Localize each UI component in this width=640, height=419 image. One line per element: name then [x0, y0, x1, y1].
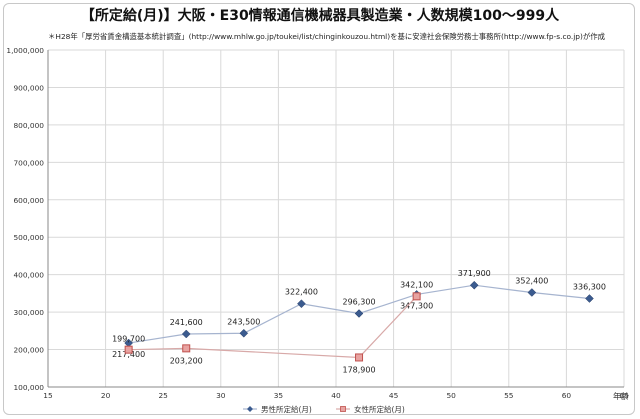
y-tick-label: 900,000 — [13, 83, 44, 92]
female-data-label: 178,900 — [342, 365, 375, 374]
male-point — [527, 288, 537, 297]
female-point — [182, 344, 191, 353]
female-point — [355, 353, 364, 362]
male-point — [181, 329, 191, 339]
x-tick-label: 30 — [216, 391, 226, 400]
y-tick-label: 200,000 — [13, 346, 44, 355]
x-tick-label: 15 — [43, 391, 53, 400]
source-note: ＊H28年「厚労省賃金構造基本統計調査」(http://www.mhlw.go.… — [48, 32, 606, 41]
male-data-label: 322,400 — [285, 288, 318, 297]
x-tick-label: 50 — [446, 391, 456, 400]
x-tick-label: 40 — [331, 391, 341, 400]
y-tick-label: 300,000 — [13, 308, 44, 317]
male-point — [354, 309, 364, 318]
male-data-label: 217,400 — [112, 350, 145, 359]
female-data-label: 342,100 — [400, 280, 433, 289]
male-point — [297, 299, 306, 309]
female-point — [412, 292, 421, 301]
female-data-label: 203,200 — [170, 356, 203, 365]
y-tick-label: 700,000 — [13, 158, 44, 167]
legend-label-male: 男性所定給(月) — [261, 404, 312, 414]
y-tick-label: 400,000 — [13, 271, 44, 280]
male-point — [469, 280, 479, 290]
x-tick-label: 65 — [619, 391, 629, 400]
x-tick-label: 25 — [158, 391, 168, 400]
male-data-label: 347,300 — [400, 301, 433, 310]
female-data-label: 199,700 — [112, 335, 145, 344]
y-tick-label: 500,000 — [13, 233, 44, 242]
series-line-female — [128, 295, 418, 359]
x-tick-label: 60 — [562, 391, 572, 400]
chart-title: 【所定給(月)】大阪・E30情報通信機械器具製造業・人数規模100〜999人 — [80, 8, 560, 24]
male-data-label: 371,900 — [458, 269, 491, 278]
x-axis-label: 年齢 — [613, 391, 629, 401]
male-data-label: 296,300 — [342, 297, 375, 306]
x-tick-label: 35 — [274, 391, 284, 400]
x-tick-label: 20 — [101, 391, 111, 400]
male-data-label: 241,600 — [170, 318, 203, 327]
male-data-label: 336,300 — [573, 283, 606, 292]
male-data-label: 243,500 — [227, 317, 260, 326]
male-point — [239, 328, 249, 338]
legend-marker-male — [247, 406, 253, 412]
female-point — [124, 345, 133, 354]
y-tick-label: 800,000 — [13, 121, 44, 130]
y-tick-label: 600,000 — [13, 196, 44, 205]
x-tick-label: 55 — [504, 391, 514, 400]
male-point — [585, 294, 594, 303]
legend-label-female: 女性所定給(月) — [354, 404, 405, 414]
y-tick-label: 1,000,000 — [6, 46, 44, 55]
legend-marker-female — [340, 406, 346, 412]
y-tick-label: 100,000 — [13, 383, 44, 392]
x-tick-label: 45 — [389, 391, 399, 400]
male-data-label: 352,400 — [515, 276, 548, 285]
